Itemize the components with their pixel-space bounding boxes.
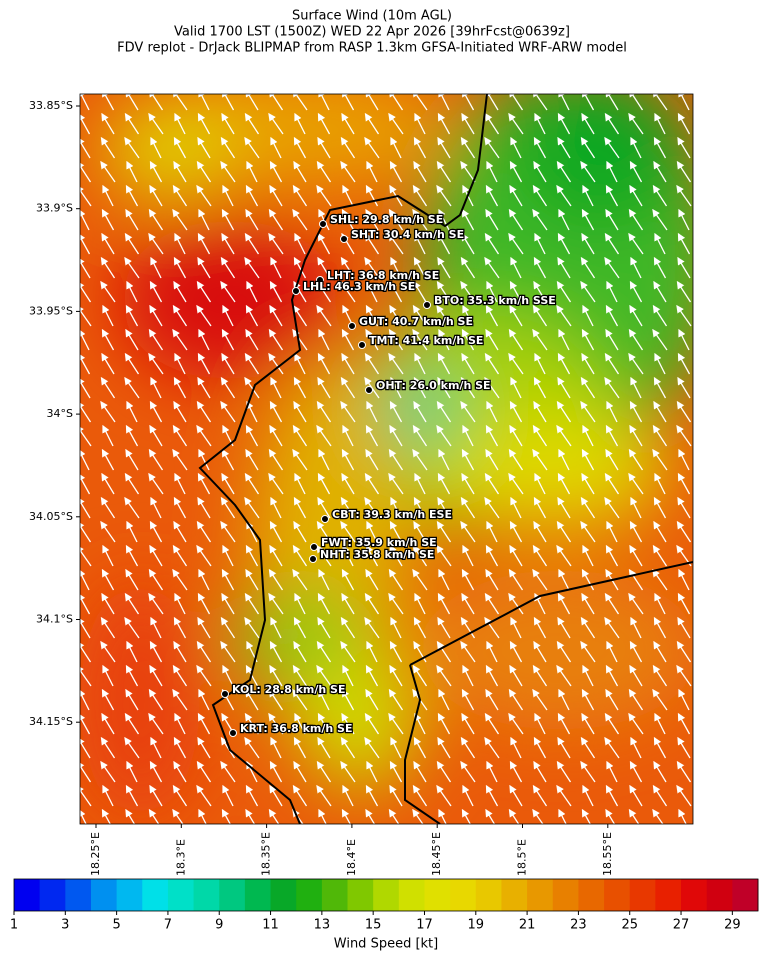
colorbar-tick-label: 29 xyxy=(724,918,741,933)
lon-label: 18.5°E xyxy=(516,839,529,876)
colorbar-bin xyxy=(142,879,169,911)
colorbar-bin xyxy=(578,879,605,911)
colorbar-frame xyxy=(13,878,759,912)
station-dot xyxy=(340,235,348,243)
station-dot xyxy=(319,220,327,228)
colorbar-bin xyxy=(373,879,400,911)
station-label: KOL: 28.8 km/h SE xyxy=(232,683,345,696)
wind-field xyxy=(80,94,693,824)
colorbar-bin xyxy=(219,879,246,911)
colorbar-bin xyxy=(604,879,631,911)
colorbar-bin xyxy=(398,879,425,911)
station-dot xyxy=(310,543,318,551)
station-dot xyxy=(358,341,366,349)
station-dot xyxy=(292,287,300,295)
station-label: FWT: 35.9 km/h SE xyxy=(321,536,437,549)
colorbar-bin xyxy=(244,879,272,911)
lat-label: 33.95°S xyxy=(29,304,73,317)
colorbar-bin xyxy=(167,879,195,911)
colorbar-bin xyxy=(90,879,118,911)
station-label: SHT: 30.4 km/h SE xyxy=(351,228,464,241)
colorbar-label: Wind Speed [kt] xyxy=(334,937,438,952)
lat-label: 34.15°S xyxy=(29,715,73,728)
lon-label: 18.55°E xyxy=(601,832,614,876)
colorbar-tick-label: 13 xyxy=(314,918,331,933)
colorbar-bin xyxy=(527,879,554,911)
colorbar-tick-label: 11 xyxy=(262,918,279,933)
colorbar-bin xyxy=(424,879,451,911)
colorbar-bin xyxy=(65,879,92,911)
colorbar-bin xyxy=(706,879,733,911)
map-frame xyxy=(79,93,694,825)
colorbar-bin xyxy=(321,879,349,911)
colorbar-tick-label: 3 xyxy=(61,918,69,933)
colorbar-bin xyxy=(655,879,682,911)
lon-label: 18.25°E xyxy=(89,832,102,876)
colorbar-bin xyxy=(14,879,41,911)
colorbar-tick-label: 23 xyxy=(570,918,587,933)
colorbar-bin xyxy=(552,879,579,911)
colorbar-bin xyxy=(475,879,502,911)
station-dot xyxy=(348,322,356,330)
colorbar-tick-label: 9 xyxy=(215,918,223,933)
station-label: TMT: 41.4 km/h SE xyxy=(369,334,483,347)
colorbar-bin xyxy=(193,879,220,911)
colorbar-tick-label: 21 xyxy=(519,918,536,933)
colorbar-tick-label: 17 xyxy=(416,918,433,933)
station-label: BTO: 35.3 km/h SSE xyxy=(434,294,556,307)
station-dot xyxy=(423,301,431,309)
colorbar-bin xyxy=(450,879,477,911)
colorbar-tick-label: 1 xyxy=(10,918,18,933)
colorbar-bin xyxy=(629,879,656,911)
colorbar-bin xyxy=(270,879,297,911)
lon-label: 18.3°E xyxy=(174,839,187,876)
colorbar-bin xyxy=(501,879,528,911)
station-dot xyxy=(321,515,329,523)
lat-label: 34.1°S xyxy=(36,613,73,626)
colorbar-bin xyxy=(39,879,66,911)
station-dot xyxy=(229,729,237,737)
colorbar-bin xyxy=(732,879,759,911)
colorbar-bin xyxy=(296,879,323,911)
station-label: NHT: 35.8 km/h SE xyxy=(320,548,434,561)
colorbar-bin xyxy=(116,879,143,911)
lat-label: 34.05°S xyxy=(29,510,73,523)
lat-label: 34°S xyxy=(47,407,73,420)
title-line: Valid 1700 LST (1500Z) WED 22 Apr 2026 [… xyxy=(174,25,570,40)
lon-label: 18.45°E xyxy=(430,832,443,876)
colorbar-tick-label: 7 xyxy=(164,918,172,933)
lat-label: 33.85°S xyxy=(29,99,73,112)
colorbar-tick-label: 25 xyxy=(621,918,638,933)
station-label: SHL: 29.8 km/h SE xyxy=(330,213,443,226)
lon-label: 18.4°E xyxy=(345,839,358,876)
station-dot xyxy=(365,386,373,394)
station-label: GUT: 40.7 km/h SE xyxy=(359,315,473,328)
title-line: FDV replot - DrJack BLIPMAP from RASP 1.… xyxy=(117,41,627,56)
station-label: LHL: 46.3 km/h SE xyxy=(303,280,415,293)
station-dot xyxy=(221,690,229,698)
station-dot xyxy=(309,555,317,563)
colorbar-tick-label: 15 xyxy=(365,918,382,933)
colorbar-bin xyxy=(347,879,374,911)
title-line: Surface Wind (10m AGL) xyxy=(292,9,452,24)
lat-label: 33.9°S xyxy=(36,202,73,215)
station-label: CBT: 39.3 km/h ESE xyxy=(332,508,452,521)
colorbar-tick-label: 27 xyxy=(673,918,690,933)
lon-label: 18.35°E xyxy=(260,832,273,876)
station-label: OHT: 26.0 km/h SE xyxy=(376,379,491,392)
station-label: KRT: 36.8 km/h SE xyxy=(240,722,353,735)
colorbar-bin xyxy=(681,879,708,911)
station-label: LHT: 36.8 km/h SE xyxy=(327,269,439,282)
station-dot xyxy=(316,276,324,284)
colorbar-tick-label: 5 xyxy=(112,918,120,933)
colorbar-tick-label: 19 xyxy=(468,918,485,933)
